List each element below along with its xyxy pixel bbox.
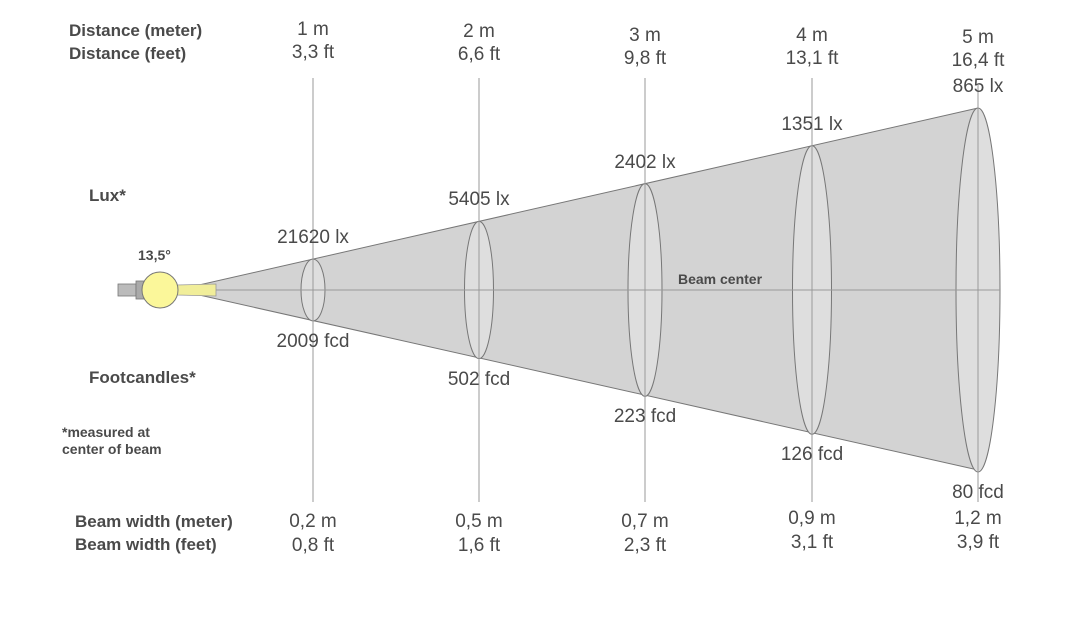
note-line1: *measured at [62, 424, 150, 440]
distance-meter-label: Distance (meter) [69, 21, 203, 40]
beam-angle-label: 13,5° [138, 247, 171, 263]
distance-meter-value: 4 m [796, 25, 828, 46]
distance-meter-value: 2 m [463, 21, 495, 42]
distance-meter-value: 1 m [297, 19, 329, 40]
fcd-value: 126 fcd [780, 444, 844, 466]
distance-feet-value: 13,1 ft [785, 48, 839, 69]
bulb-icon [141, 271, 179, 309]
inner-beam [176, 283, 217, 297]
beam-width-meter-value: 0,5 m [455, 511, 503, 532]
beam-width-meter-label: Beam width (meter) [75, 512, 233, 531]
note-line2: center of beam [62, 441, 162, 457]
beam-center-label: Beam center [678, 271, 763, 287]
lux-value: 1351 lx [781, 113, 843, 135]
distance-feet-value: 16,4 ft [951, 50, 1005, 71]
beam-width-feet-value: 0,8 ft [291, 535, 335, 556]
distance-meter-value: 5 m [962, 27, 994, 48]
light-cone [176, 107, 979, 471]
fcd-value: 502 fcd [447, 368, 511, 390]
lux-value: 21620 lx [277, 227, 349, 249]
beam-width-feet-value: 3,9 ft [956, 532, 1000, 553]
beam-width-meter-value: 0,7 m [621, 511, 669, 532]
distance-feet-value: 9,8 ft [623, 48, 667, 69]
fcd-value: 2009 fcd [276, 330, 350, 352]
beam-width-feet-label: Beam width (feet) [75, 535, 217, 554]
lux-value: 2402 lx [614, 151, 676, 173]
beam-width-feet-value: 3,1 ft [790, 532, 834, 553]
lux-label: Lux* [89, 186, 126, 205]
bulb-base [117, 283, 137, 297]
beam-width-feet-value: 2,3 ft [623, 535, 667, 556]
distance-feet-label: Distance (feet) [69, 44, 187, 63]
distance-feet-value: 6,6 ft [457, 44, 501, 65]
beam-width-feet-value: 1,6 ft [457, 535, 501, 556]
distance-meter-value: 3 m [629, 25, 661, 46]
lux-value: 865 lx [952, 76, 1004, 97]
beam-width-meter-value: 0,2 m [289, 511, 337, 532]
beam-width-meter-value: 1,2 m [954, 508, 1002, 529]
beam-width-meter-value: 0,9 m [788, 508, 836, 529]
footcandles-label: Footcandles* [89, 368, 196, 387]
fcd-value: 223 fcd [613, 406, 677, 428]
lux-value: 5405 lx [448, 189, 510, 211]
distance-feet-value: 3,3 ft [291, 42, 335, 63]
fcd-value: 80 fcd [952, 482, 1004, 503]
